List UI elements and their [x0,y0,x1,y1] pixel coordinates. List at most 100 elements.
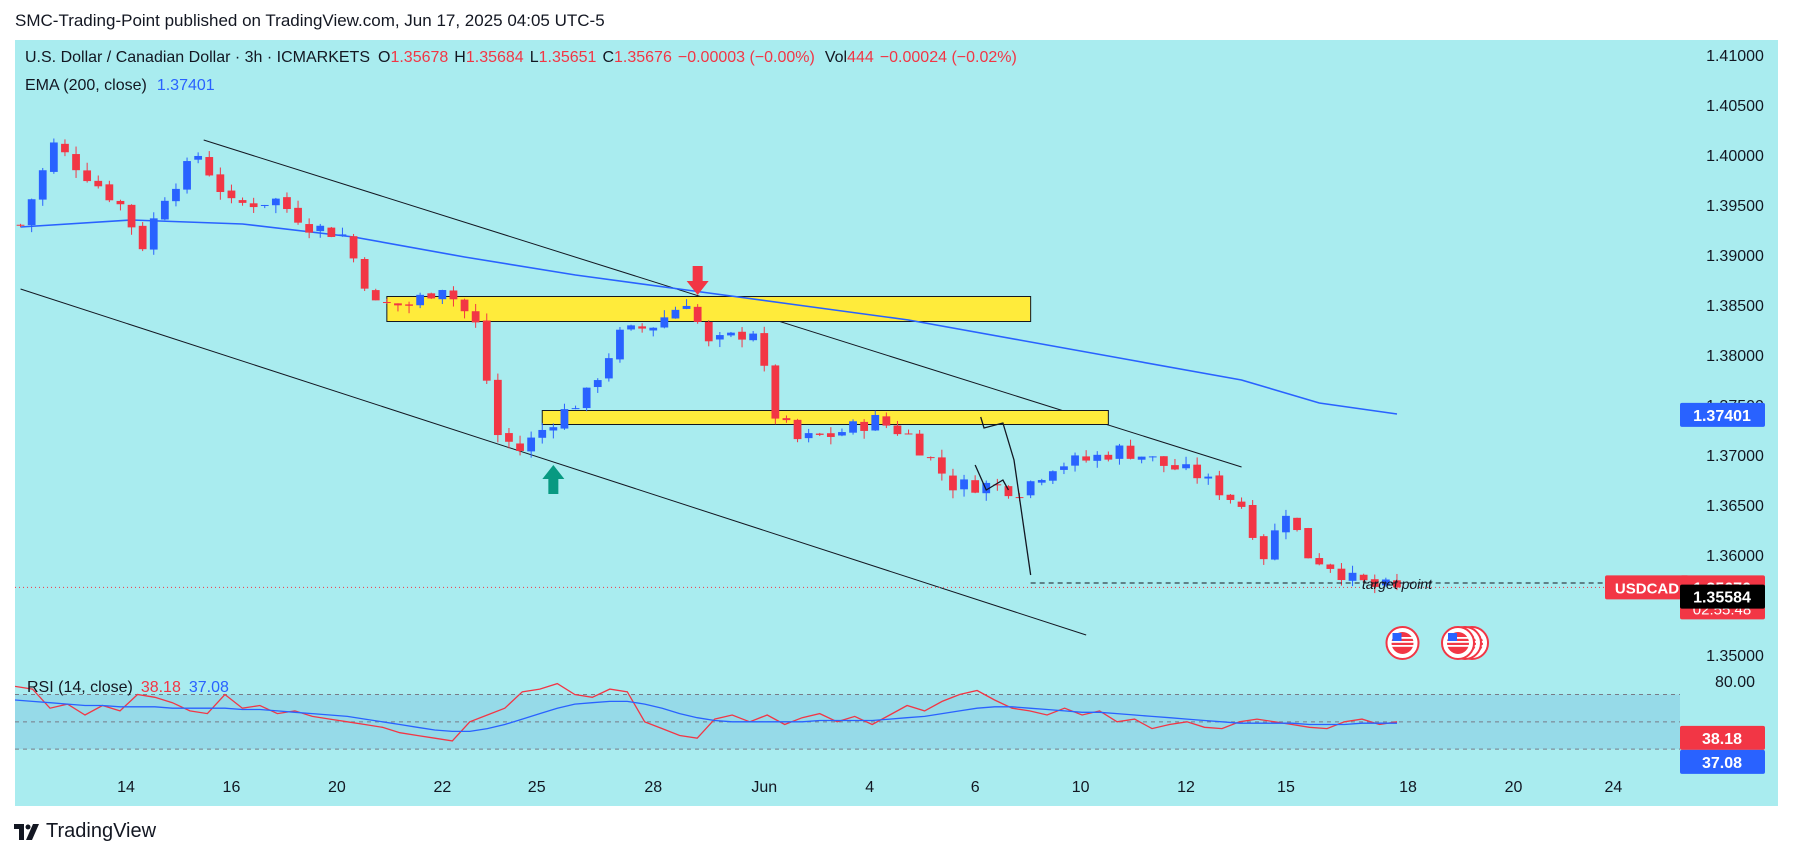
candle-body [671,309,680,319]
candle-body [815,433,824,435]
candle-body [438,290,447,300]
candles [16,138,1401,594]
us-flag-icon [1448,633,1457,641]
candle-body [27,199,36,226]
price-chart[interactable]: target point 1.41000 1.40500 1.40000 1.3950… [14,40,1778,806]
candle-body [305,224,314,233]
us-flag-icon [1447,641,1469,643]
price-badge-value: 1.37401 [1693,408,1751,425]
candle-body [549,427,558,431]
candle-body [1060,466,1068,470]
us-flag-icon [1391,645,1414,647]
candle-body [493,379,502,436]
symbol-badge-label: USDCAD [1615,580,1679,597]
chart-container[interactable]: target point 1.41000 1.40500 1.40000 1.3950… [14,40,1778,806]
candle-body [627,325,635,330]
candle-body [793,419,802,440]
candle-body [1037,480,1046,483]
candle-body [160,200,169,220]
legend-ema: EMA (200, close) 1.37401 [25,77,215,94]
candle-body [715,335,724,340]
candle-body [61,143,69,153]
candle-body [527,437,536,452]
ema-line-layer [20,219,1398,415]
rsi-ma-line [14,699,1397,733]
candle-body [482,320,491,381]
candle-body [649,327,658,331]
tradingview-logo[interactable]: TradingView [14,820,156,843]
candle-body [227,190,236,199]
candle-body [538,429,547,438]
x-tick-label: 14 [117,779,135,796]
candle-body [982,482,991,494]
channel-line [20,288,1087,636]
x-tick-label: 10 [1072,779,1090,796]
candle-body [16,224,25,226]
candle-body [416,294,425,306]
rsi-legend: RSI (14, close) 38.18 37.08 [27,679,229,696]
price-badge [1680,402,1765,427]
candle-body [371,290,380,301]
candle-body [149,218,158,250]
ema-line [20,219,1398,415]
candle-body [460,299,469,312]
price-badge [1680,584,1765,609]
candle-body [172,188,180,202]
candle-body [1259,536,1268,560]
candle-body [1193,464,1202,479]
candle-body [860,421,869,431]
arrow-down-icon [686,266,709,295]
x-tick-label: 22 [433,779,451,796]
candle-body [194,155,203,160]
candle-body [616,329,624,360]
candle-body [782,418,791,421]
tradingview-logo-icon [14,823,39,840]
candle-body [893,425,902,435]
candle-body [1082,456,1091,461]
candle-body [993,484,1002,486]
annotations: target point [15,266,1690,660]
candle-body [405,304,413,306]
candle-body [738,331,746,340]
candle-body [394,303,402,306]
x-tick-label: 18 [1399,779,1417,796]
candle-body [1148,456,1157,458]
supply-zones [386,296,1109,425]
projection-path [980,416,1032,576]
candle-body [1204,476,1213,479]
candle-body [1215,475,1224,496]
candle-body [1026,481,1035,496]
us-flag-icon [1447,637,1469,639]
candle-body [582,387,591,409]
candle-body [826,433,835,437]
candle-body [937,457,946,474]
candle-body [316,225,325,232]
candle-body [1270,530,1279,560]
supply-zone [386,296,1032,322]
candle-body [1393,580,1401,588]
candle-body [926,457,935,459]
candle-body [760,333,769,366]
candle-body [1293,517,1301,531]
candle-body [1237,501,1246,507]
candle-body [1159,456,1168,466]
candle-body [116,200,125,205]
price-badge-value: 1.35584 [1693,590,1751,607]
rsi-y-tick-label: 80.00 [1715,674,1755,691]
candle-body [294,207,302,223]
candle-body [849,421,857,433]
candle-body [804,433,813,439]
x-tick-label: 15 [1277,779,1295,796]
x-tick-label: 6 [971,779,980,796]
candle-body [471,311,480,323]
candle-body [271,198,280,206]
us-flag-icon [1392,633,1402,641]
candle-body [693,306,702,322]
candle-body [327,227,336,237]
candle-body [516,443,524,451]
candle-body [1226,494,1235,500]
symbol-badge [1605,575,1689,600]
y-tick-label: 1.39000 [1706,248,1764,265]
rsi-ma-badge [1680,749,1765,774]
candle-body [704,321,713,342]
